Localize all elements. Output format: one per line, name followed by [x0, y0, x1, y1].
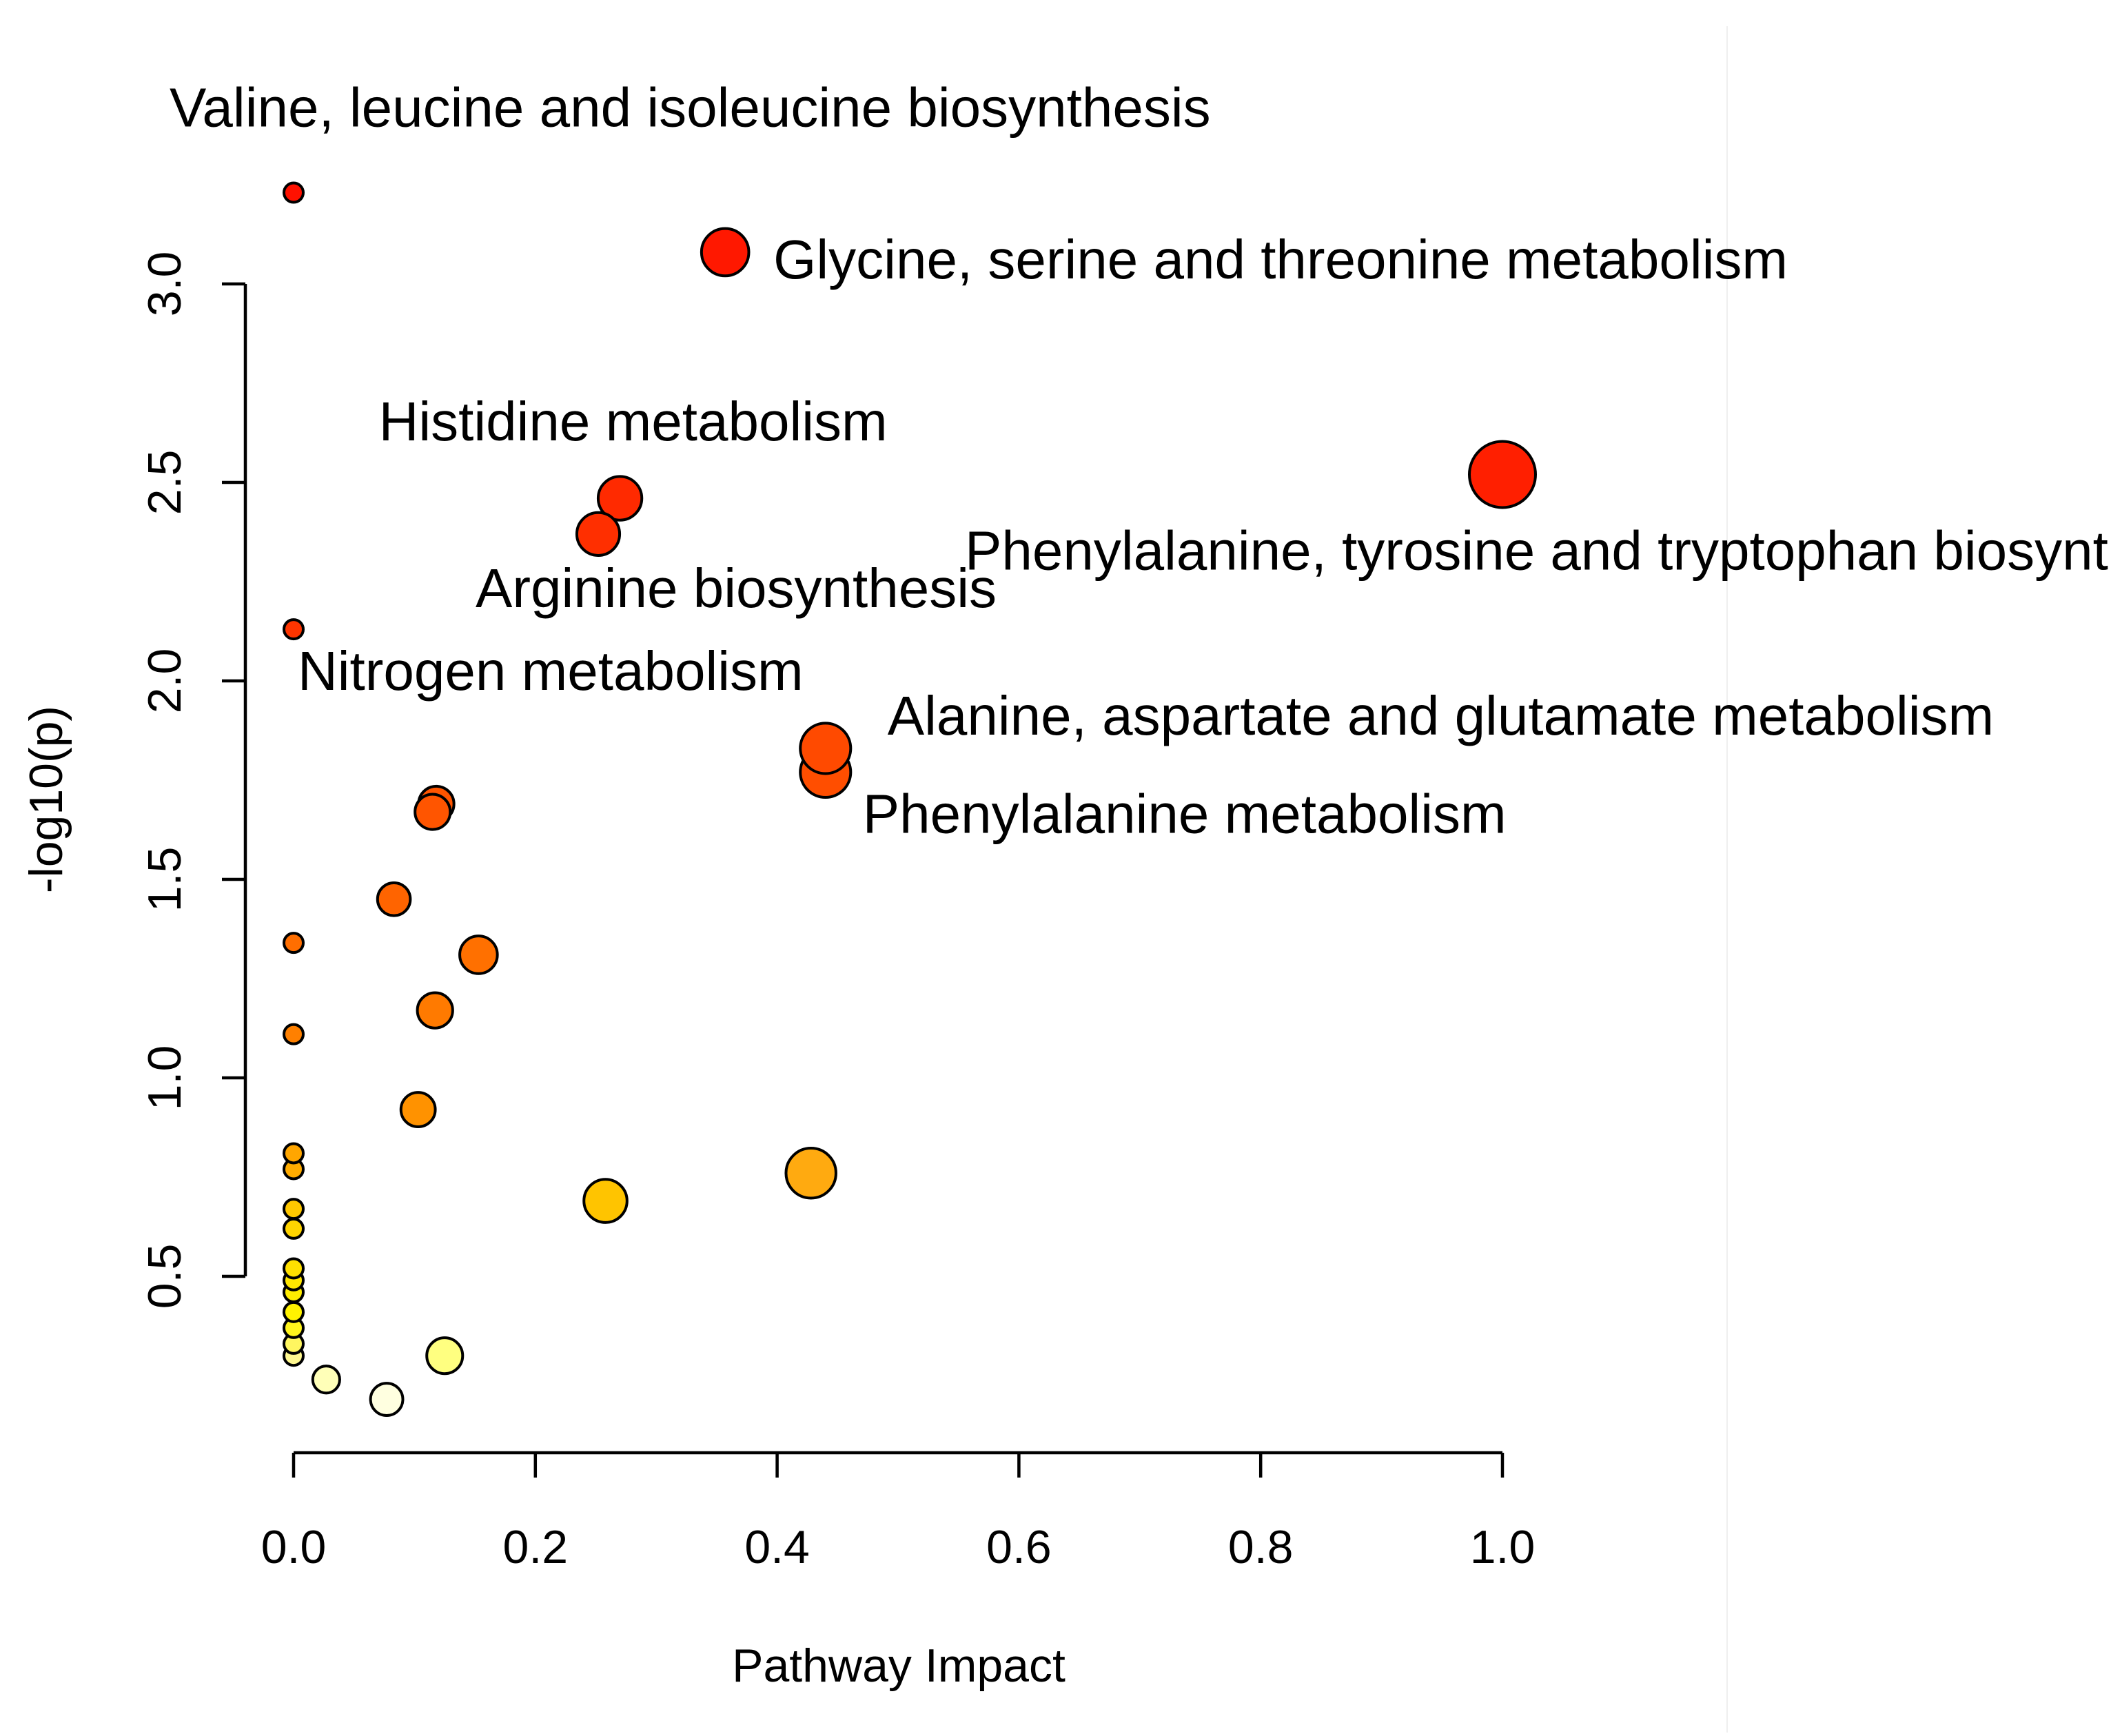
- y-axis-title: -log10(p): [20, 706, 72, 893]
- point-label: Phenylalanine, tyrosine and tryptophan b…: [965, 520, 2111, 581]
- x-axis-title: Pathway Impact: [732, 1640, 1065, 1692]
- scatter-point: [369, 1382, 405, 1417]
- point-label: Arginine biosynthesis: [476, 558, 997, 619]
- x-tick-label: 0.2: [503, 1521, 569, 1573]
- y-tick-label: 1.0: [139, 1045, 191, 1111]
- point-labels: Valine, leucine and isoleucine biosynthe…: [170, 77, 2111, 845]
- x-tick-label: 0.4: [744, 1521, 810, 1573]
- scatter-point: [799, 722, 853, 775]
- data-points: [283, 181, 1537, 1417]
- x-tick-label: 0.8: [1228, 1521, 1294, 1573]
- x-tick-label: 0.6: [986, 1521, 1052, 1573]
- scatter-point: [376, 881, 412, 917]
- scatter-point: [311, 1365, 341, 1395]
- scatter-point: [283, 1023, 305, 1045]
- y-tick-label: 2.5: [139, 450, 191, 515]
- scatter-point: [1468, 440, 1537, 509]
- x-tick-label: 0.0: [261, 1521, 327, 1573]
- axes: 0.5 1.0 1.5 2.0 2.5 3.0 0.0 0.2 0.4 0.6 0.8 1.0: [139, 252, 1535, 1573]
- point-label: Glycine, serine and threonine metabolism: [773, 229, 1788, 290]
- scatter-point: [414, 793, 452, 831]
- scatter-point: [283, 1217, 305, 1240]
- scatter-point: [458, 935, 499, 975]
- scatter-point: [575, 511, 622, 557]
- scatter-point: [283, 181, 305, 204]
- y-tick-label: 2.0: [139, 649, 191, 714]
- scatter-point: [596, 475, 644, 522]
- scatter-point: [425, 1336, 465, 1376]
- scatter-point: [399, 1091, 437, 1128]
- y-tick-label: 1.5: [139, 847, 191, 912]
- point-label: Valine, leucine and isoleucine biosynthe…: [170, 77, 1211, 139]
- scatter-point: [416, 991, 454, 1030]
- x-tick-label: 1.0: [1470, 1521, 1536, 1573]
- point-label: Histidine metabolism: [379, 391, 888, 452]
- scatter-point: [700, 227, 751, 278]
- scatter-point: [784, 1146, 837, 1200]
- scatter-point: [283, 1257, 305, 1280]
- scatter-point: [283, 1300, 305, 1323]
- scatter-point: [283, 1198, 305, 1221]
- point-label: Nitrogen metabolism: [298, 640, 804, 702]
- scatter-point: [283, 1142, 305, 1165]
- point-label: Phenylalanine metabolism: [863, 783, 1507, 844]
- point-label: Alanine, aspartate and glutamate metabol…: [888, 685, 1994, 746]
- scatter-point: [283, 618, 305, 641]
- scatter-point: [283, 932, 305, 954]
- scatter-point: [582, 1178, 629, 1224]
- y-tick-label: 3.0: [139, 252, 191, 317]
- y-tick-label: 0.5: [139, 1244, 191, 1309]
